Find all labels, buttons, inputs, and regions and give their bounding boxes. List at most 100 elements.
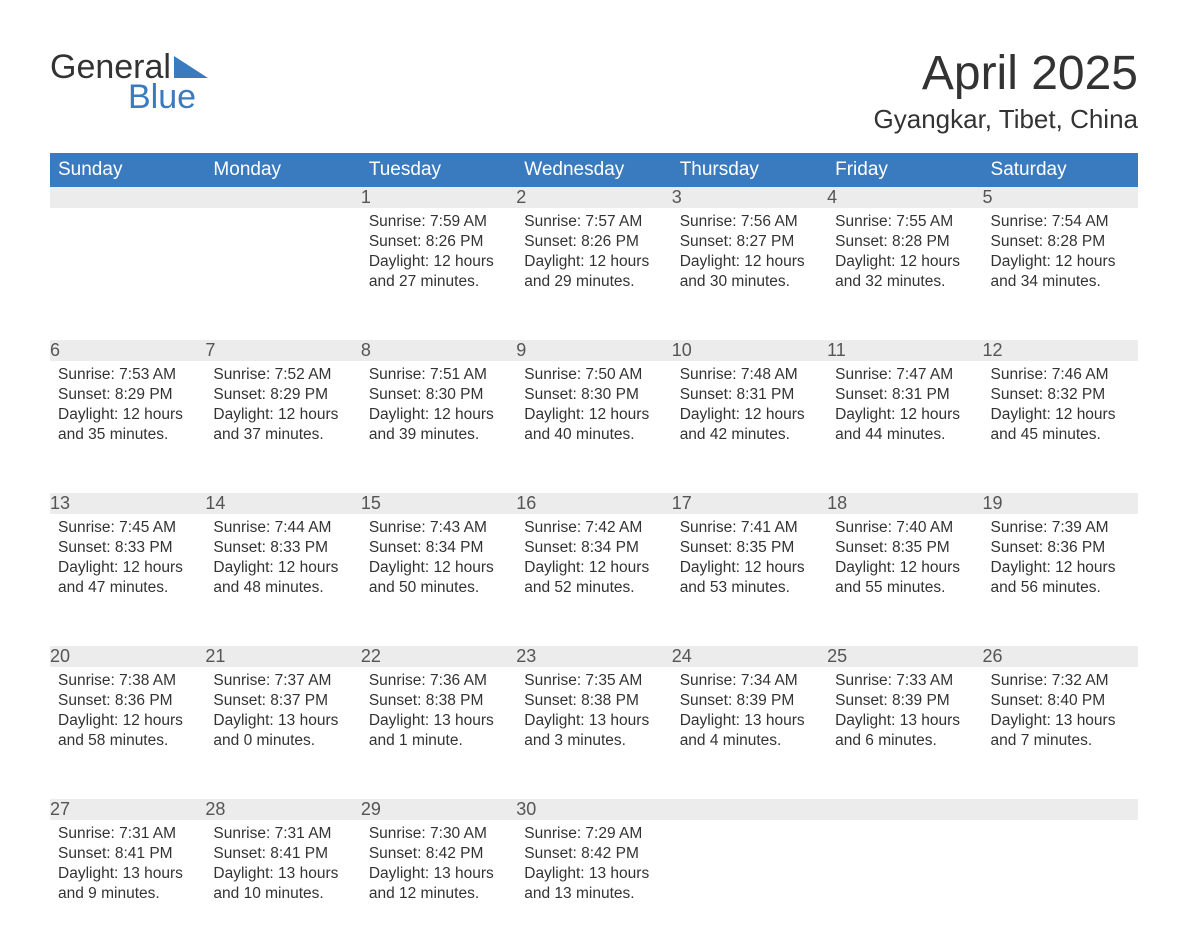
- daylight-line: Daylight: 12 hours and 48 minutes.: [213, 558, 352, 598]
- day-number-cell: 5: [983, 187, 1138, 208]
- sunset-line: Sunset: 8:28 PM: [991, 232, 1130, 252]
- week-row: Sunrise: 7:31 AMSunset: 8:41 PMDaylight:…: [50, 820, 1138, 952]
- calendar-table: SundayMondayTuesdayWednesdayThursdayFrid…: [50, 153, 1138, 952]
- day-number: 11: [827, 340, 846, 360]
- day-cell-body: Sunrise: 7:38 AMSunset: 8:36 PMDaylight:…: [50, 667, 205, 766]
- weekday-header: Friday: [827, 153, 982, 187]
- day-cell-body: Sunrise: 7:47 AMSunset: 8:31 PMDaylight:…: [827, 361, 982, 460]
- day-cell-body: Sunrise: 7:52 AMSunset: 8:29 PMDaylight:…: [205, 361, 360, 460]
- sunset-line: Sunset: 8:36 PM: [58, 691, 197, 711]
- day-number-cell: 7: [205, 340, 360, 361]
- day-number: 8: [361, 340, 371, 360]
- day-number: 5: [983, 187, 993, 207]
- day-number-cell: 8: [361, 340, 516, 361]
- day-number: 10: [672, 340, 692, 360]
- month-title: April 2025: [874, 50, 1138, 98]
- sunset-line: Sunset: 8:39 PM: [680, 691, 819, 711]
- day-number: 29: [361, 799, 381, 819]
- day-cell: Sunrise: 7:29 AMSunset: 8:42 PMDaylight:…: [516, 820, 671, 952]
- day-cell-body: Sunrise: 7:35 AMSunset: 8:38 PMDaylight:…: [516, 667, 671, 766]
- sunset-line: Sunset: 8:42 PM: [524, 844, 663, 864]
- day-cell: Sunrise: 7:51 AMSunset: 8:30 PMDaylight:…: [361, 361, 516, 493]
- day-number: 4: [827, 187, 837, 207]
- daylight-line: Daylight: 13 hours and 13 minutes.: [524, 864, 663, 904]
- sunset-line: Sunset: 8:33 PM: [58, 538, 197, 558]
- day-number-cell: 30: [516, 799, 671, 820]
- daynum-row: 13141516171819: [50, 493, 1138, 514]
- day-number: 17: [672, 493, 692, 513]
- daylight-line: Daylight: 12 hours and 39 minutes.: [369, 405, 508, 445]
- day-number: 30: [516, 799, 536, 819]
- day-cell-body: Sunrise: 7:48 AMSunset: 8:31 PMDaylight:…: [672, 361, 827, 460]
- day-cell-body: Sunrise: 7:55 AMSunset: 8:28 PMDaylight:…: [827, 208, 982, 307]
- sunset-line: Sunset: 8:27 PM: [680, 232, 819, 252]
- daylight-line: Daylight: 13 hours and 7 minutes.: [991, 711, 1130, 751]
- day-cell: Sunrise: 7:53 AMSunset: 8:29 PMDaylight:…: [50, 361, 205, 493]
- sunrise-line: Sunrise: 7:38 AM: [58, 671, 197, 691]
- day-number: 12: [983, 340, 1003, 360]
- day-cell: [205, 208, 360, 340]
- location: Gyangkar, Tibet, China: [874, 104, 1138, 135]
- daylight-line: Daylight: 13 hours and 9 minutes.: [58, 864, 197, 904]
- day-cell: Sunrise: 7:36 AMSunset: 8:38 PMDaylight:…: [361, 667, 516, 799]
- day-cell: Sunrise: 7:48 AMSunset: 8:31 PMDaylight:…: [672, 361, 827, 493]
- day-number: 7: [205, 340, 215, 360]
- sunrise-line: Sunrise: 7:50 AM: [524, 365, 663, 385]
- day-cell: Sunrise: 7:39 AMSunset: 8:36 PMDaylight:…: [983, 514, 1138, 646]
- day-number-cell: 12: [983, 340, 1138, 361]
- sunset-line: Sunset: 8:34 PM: [369, 538, 508, 558]
- day-number: 2: [516, 187, 526, 207]
- daylight-line: Daylight: 13 hours and 1 minute.: [369, 711, 508, 751]
- logo: General Blue: [50, 50, 208, 114]
- day-cell: Sunrise: 7:32 AMSunset: 8:40 PMDaylight:…: [983, 667, 1138, 799]
- day-cell-body: Sunrise: 7:45 AMSunset: 8:33 PMDaylight:…: [50, 514, 205, 613]
- weekday-header: Thursday: [672, 153, 827, 187]
- daylight-line: Daylight: 12 hours and 53 minutes.: [680, 558, 819, 598]
- daynum-row: 6789101112: [50, 340, 1138, 361]
- day-number-cell: 24: [672, 646, 827, 667]
- day-number-cell: 1: [361, 187, 516, 208]
- day-number-cell: 26: [983, 646, 1138, 667]
- calendar-header-row: SundayMondayTuesdayWednesdayThursdayFrid…: [50, 153, 1138, 187]
- sunrise-line: Sunrise: 7:43 AM: [369, 518, 508, 538]
- day-cell-body: Sunrise: 7:37 AMSunset: 8:37 PMDaylight:…: [205, 667, 360, 766]
- title-block: April 2025 Gyangkar, Tibet, China: [874, 50, 1138, 135]
- day-cell: Sunrise: 7:40 AMSunset: 8:35 PMDaylight:…: [827, 514, 982, 646]
- day-number-cell: 4: [827, 187, 982, 208]
- day-cell-body: Sunrise: 7:56 AMSunset: 8:27 PMDaylight:…: [672, 208, 827, 307]
- day-cell: Sunrise: 7:59 AMSunset: 8:26 PMDaylight:…: [361, 208, 516, 340]
- day-cell-body: Sunrise: 7:46 AMSunset: 8:32 PMDaylight:…: [983, 361, 1138, 460]
- daylight-line: Daylight: 12 hours and 42 minutes.: [680, 405, 819, 445]
- sunrise-line: Sunrise: 7:41 AM: [680, 518, 819, 538]
- sunset-line: Sunset: 8:35 PM: [835, 538, 974, 558]
- day-cell-body: Sunrise: 7:31 AMSunset: 8:41 PMDaylight:…: [205, 820, 360, 919]
- sunrise-line: Sunrise: 7:46 AM: [991, 365, 1130, 385]
- day-cell-body: Sunrise: 7:33 AMSunset: 8:39 PMDaylight:…: [827, 667, 982, 766]
- sunrise-line: Sunrise: 7:53 AM: [58, 365, 197, 385]
- day-number-cell: .: [205, 187, 360, 208]
- day-number: 14: [205, 493, 225, 513]
- sunset-line: Sunset: 8:31 PM: [835, 385, 974, 405]
- sunset-line: Sunset: 8:35 PM: [680, 538, 819, 558]
- daylight-line: Daylight: 13 hours and 3 minutes.: [524, 711, 663, 751]
- sunrise-line: Sunrise: 7:35 AM: [524, 671, 663, 691]
- day-cell-body: Sunrise: 7:31 AMSunset: 8:41 PMDaylight:…: [50, 820, 205, 919]
- day-cell-body: Sunrise: 7:53 AMSunset: 8:29 PMDaylight:…: [50, 361, 205, 460]
- daylight-line: Daylight: 13 hours and 6 minutes.: [835, 711, 974, 751]
- sunrise-line: Sunrise: 7:33 AM: [835, 671, 974, 691]
- logo-text2: Blue: [50, 80, 208, 114]
- day-cell: [50, 208, 205, 340]
- sunrise-line: Sunrise: 7:31 AM: [213, 824, 352, 844]
- week-row: Sunrise: 7:38 AMSunset: 8:36 PM Daylight:…: [50, 667, 1138, 799]
- day-number: 27: [50, 799, 70, 819]
- day-number: 20: [50, 646, 70, 666]
- day-cell-body: [205, 208, 360, 298]
- day-number: 22: [361, 646, 381, 666]
- sunrise-line: Sunrise: 7:31 AM: [58, 824, 197, 844]
- day-cell-body: Sunrise: 7:43 AMSunset: 8:34 PMDaylight:…: [361, 514, 516, 613]
- day-cell: Sunrise: 7:50 AMSunset: 8:30 PMDaylight:…: [516, 361, 671, 493]
- calendar-body: ..12345Sunrise: 7:59 AMSunset: 8:26 PMDa…: [50, 187, 1138, 952]
- day-cell: Sunrise: 7:46 AMSunset: 8:32 PMDaylight:…: [983, 361, 1138, 493]
- day-cell: Sunrise: 7:45 AMSunset: 8:33 PMDaylight:…: [50, 514, 205, 646]
- sunset-line: Sunset: 8:30 PM: [369, 385, 508, 405]
